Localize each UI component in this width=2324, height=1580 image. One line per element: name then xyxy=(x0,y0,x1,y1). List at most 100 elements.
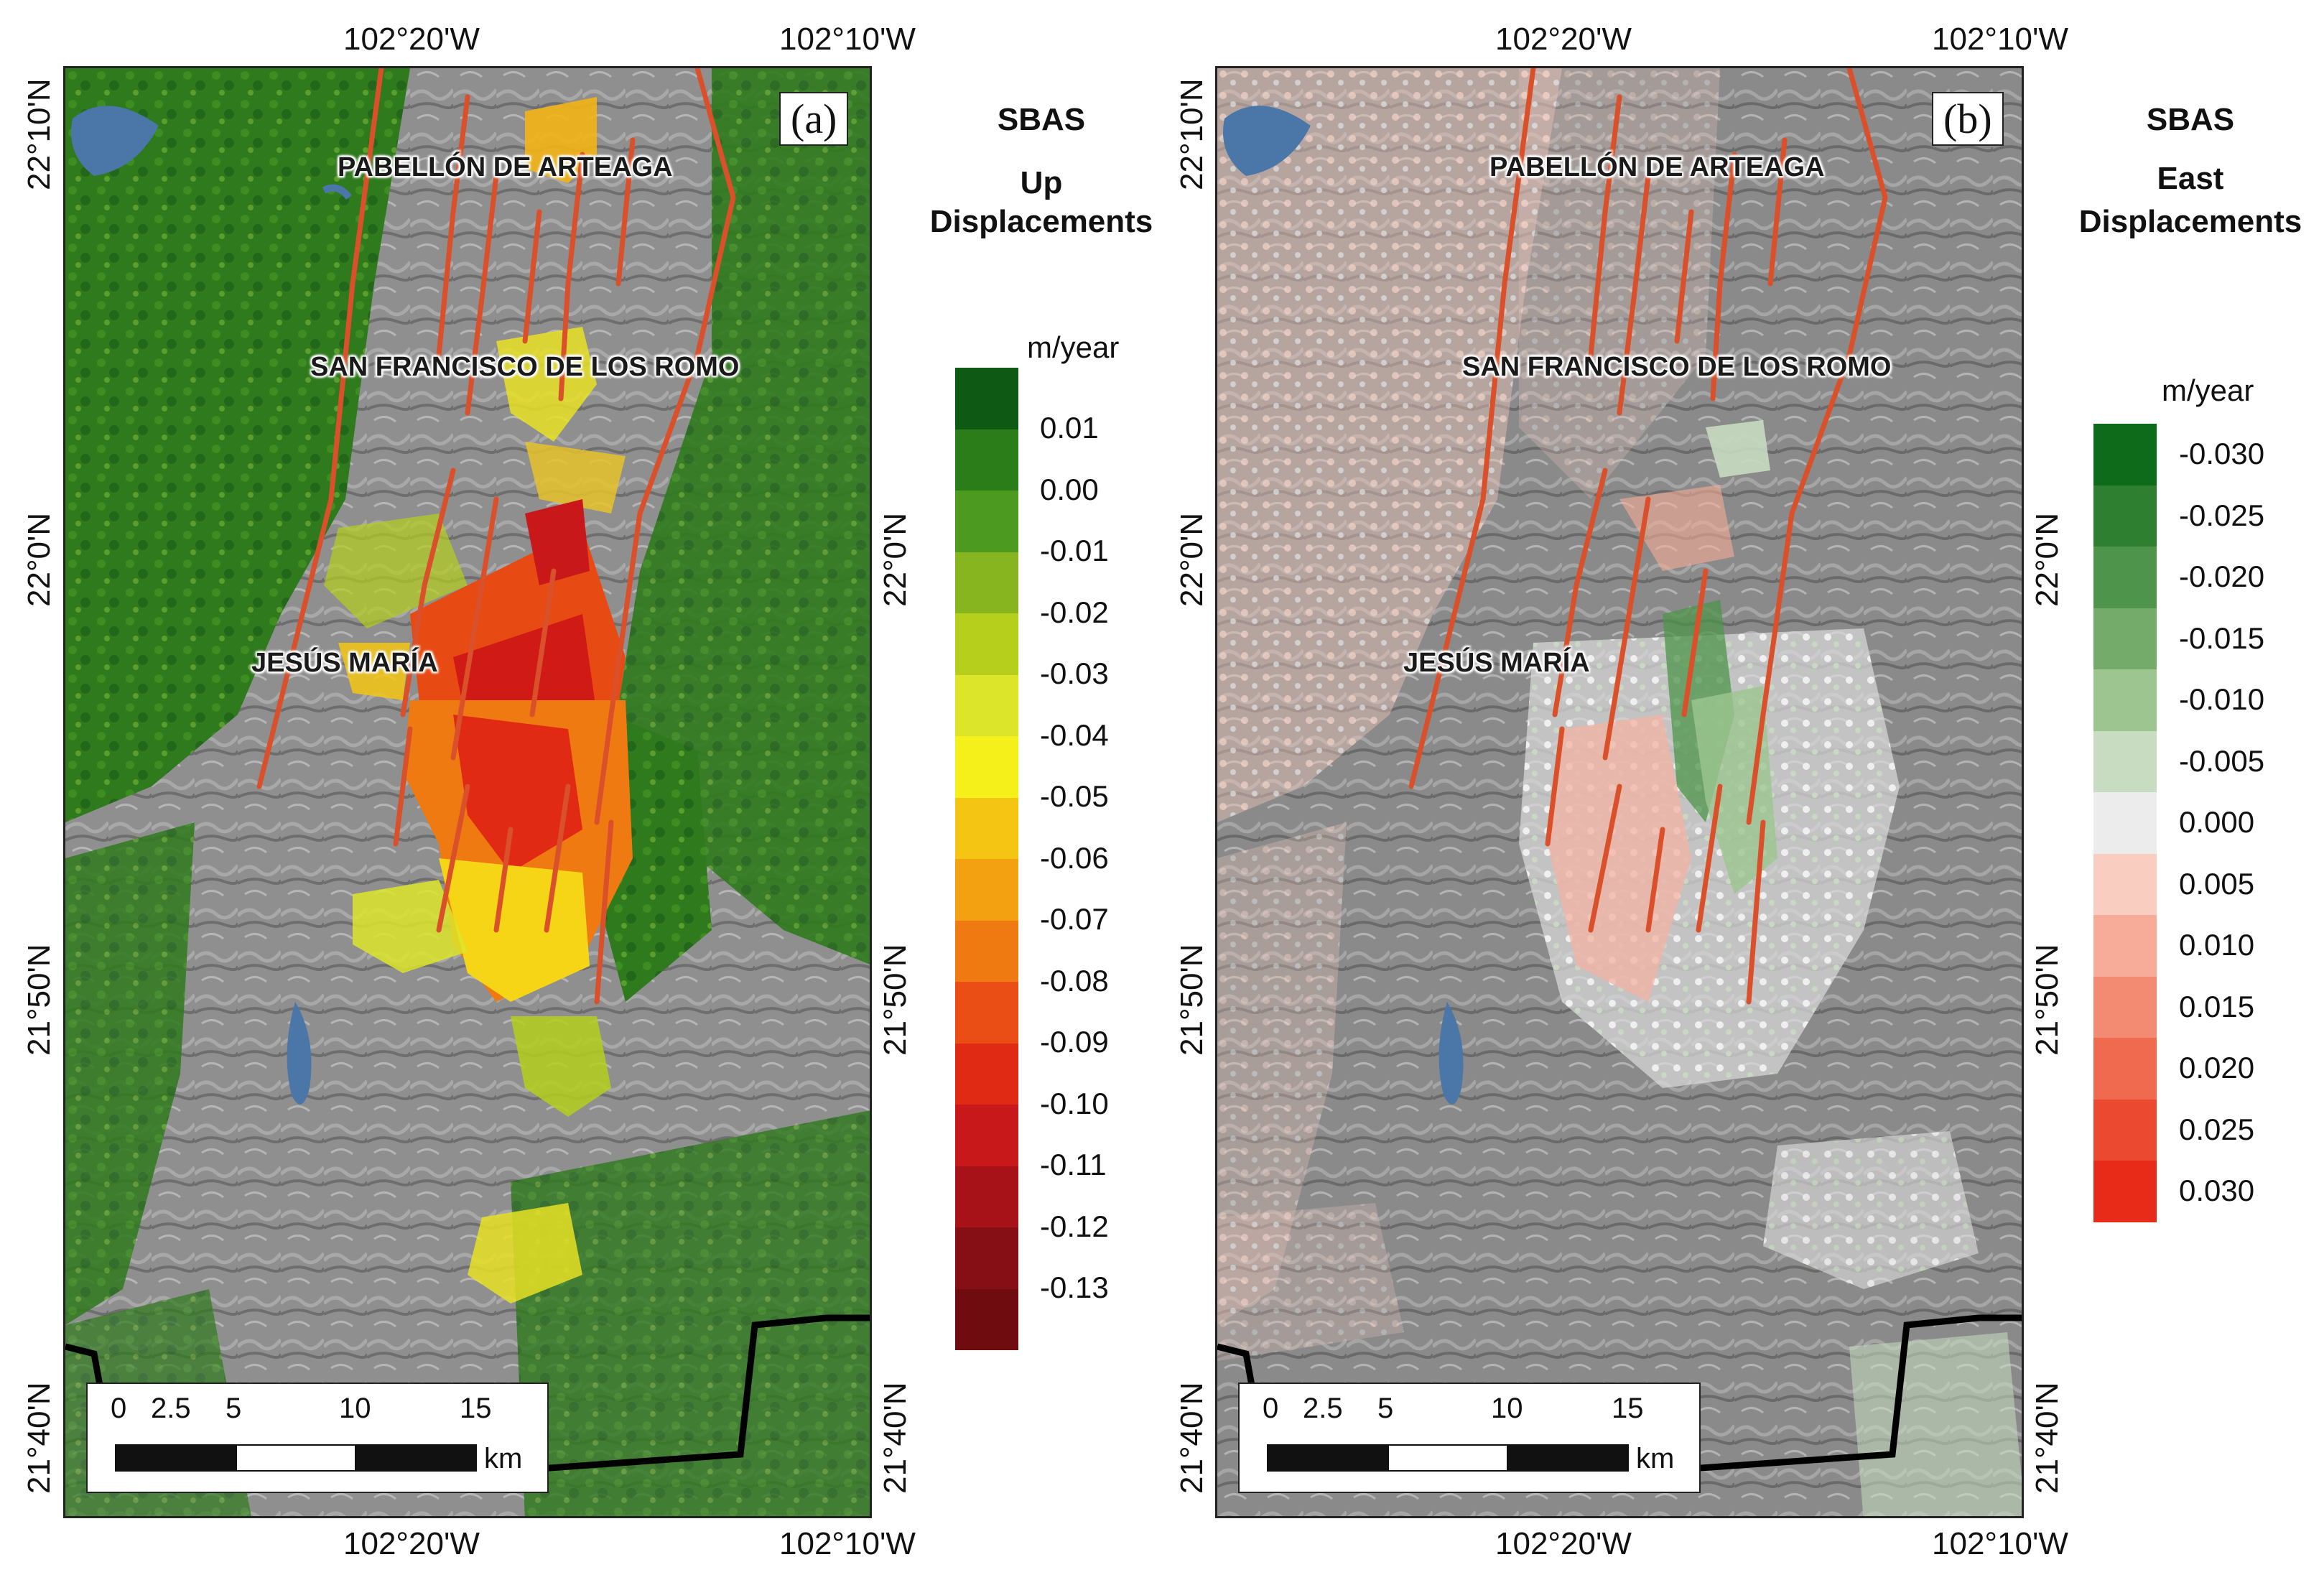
legend-b-swatch-7 xyxy=(2093,853,2157,915)
scale-label-5-b: 5 xyxy=(1377,1393,1394,1424)
lon-label-top-left: 102°20'W xyxy=(343,22,480,57)
city-label-jesus-maria-b: JESÚS MARÍA xyxy=(1403,648,1590,678)
legend-a-tick-label: -0.02 xyxy=(1040,595,1109,629)
lon-label-top-right: 102°10'W xyxy=(779,22,916,57)
lat-label-left-22-10-b: 22°10'N xyxy=(1174,78,1209,190)
legend-a-swatch-4 xyxy=(955,613,1018,675)
scale-label-10-b: 10 xyxy=(1491,1393,1523,1424)
legend-a-swatch-2 xyxy=(955,491,1018,552)
map-b-graphic xyxy=(1217,68,2022,1516)
scale-unit-km: km xyxy=(484,1443,523,1474)
lat-label-left-21-40: 21°40'N xyxy=(22,1382,57,1494)
legend-a-swatch-11 xyxy=(955,1043,1018,1105)
lon-label-bottom-right: 102°10'W xyxy=(779,1526,916,1561)
lat-label-right-21-50: 21°50'N xyxy=(878,944,913,1056)
legend-units-a: m/year xyxy=(1027,330,1120,364)
legend-title-a-1: SBAS xyxy=(997,102,1086,137)
legend-b-tick-label: -0.025 xyxy=(2179,498,2265,532)
city-label-pabellon-a: PABELLÓN DE ARTEAGA xyxy=(338,152,673,182)
scale-seg-2 xyxy=(236,1444,356,1472)
legend-a-tick-label: -0.11 xyxy=(1040,1148,1107,1181)
lon-label-bottom-left-b: 102°20'W xyxy=(1495,1526,1632,1561)
city-label-san-francisco-a: SAN FRANCISCO DE LOS ROMO xyxy=(310,352,740,382)
legend-b-swatch-1 xyxy=(2093,485,2157,547)
lat-label-left-21-50: 21°50'N xyxy=(22,944,57,1056)
legend-a-tick-label: -0.09 xyxy=(1040,1025,1109,1059)
scale-unit-km-b: km xyxy=(1636,1443,1675,1474)
legend-b-tick-label: -0.030 xyxy=(2179,437,2265,470)
legend-title-b-2: East xyxy=(2157,161,2224,196)
legend-b-swatch-10 xyxy=(2093,1038,2157,1100)
legend-a-swatch-3 xyxy=(955,552,1018,613)
legend-b-swatch-9 xyxy=(2093,976,2157,1038)
legend-b-swatch-4 xyxy=(2093,669,2157,731)
legend-a-swatch-9 xyxy=(955,920,1018,982)
legend-title-a-3: Displacements xyxy=(929,204,1153,239)
map-frame-b xyxy=(1215,66,2024,1518)
legend-a-tick-label: -0.12 xyxy=(1040,1209,1109,1243)
legend-b-tick-label: 0.010 xyxy=(2179,928,2255,962)
scale-seg-2-b xyxy=(1388,1444,1508,1472)
panel-label-b: (b) xyxy=(1932,92,2004,146)
legend-a-tick-label: -0.08 xyxy=(1040,963,1109,998)
legend-a-swatch-10 xyxy=(955,982,1018,1044)
lon-label-top-right-b: 102°10'W xyxy=(1932,22,2068,57)
scale-label-15-b: 15 xyxy=(1612,1393,1644,1424)
legend-a-tick-label: -0.13 xyxy=(1040,1270,1109,1304)
legend-a-tick-label: -0.07 xyxy=(1040,902,1109,936)
panel-label-a: (a) xyxy=(779,92,849,146)
lat-label-left-22-0: 22°0'N xyxy=(22,512,57,607)
legend-a-swatch-6 xyxy=(955,736,1018,798)
scale-seg-1-b xyxy=(1267,1444,1388,1472)
scale-label-2-5: 2.5 xyxy=(151,1393,191,1424)
legend-b-tick-label: -0.010 xyxy=(2179,682,2265,716)
lat-label-left-22-0-b: 22°0'N xyxy=(1174,512,1209,607)
lon-label-bottom-left: 102°20'W xyxy=(343,1526,480,1561)
legend-a-tick-label: 0.01 xyxy=(1040,411,1099,445)
legend-a-swatch-8 xyxy=(955,859,1018,921)
legend-b-swatch-5 xyxy=(2093,730,2157,792)
legend-a-tick-label: -0.10 xyxy=(1040,1086,1109,1120)
legend-b-tick-label: -0.005 xyxy=(2179,743,2265,778)
lat-label-left-21-50-b: 21°50'N xyxy=(1174,944,1209,1056)
legend-b-tick-label: 0.000 xyxy=(2179,805,2255,839)
city-label-pabellon-b: PABELLÓN DE ARTEAGA xyxy=(1489,152,1825,182)
scale-seg-3-b xyxy=(1508,1444,1629,1472)
legend-b-swatch-2 xyxy=(2093,547,2157,608)
legend-a-swatch-5 xyxy=(955,674,1018,736)
scale-label-0-b: 0 xyxy=(1263,1393,1279,1424)
legend-a-swatch-15 xyxy=(955,1288,1018,1350)
legend-a-tick-label: -0.03 xyxy=(1040,656,1109,690)
legend-title-b-1: SBAS xyxy=(2146,102,2235,137)
map-frame-a xyxy=(63,66,872,1518)
legend-a-swatch-7 xyxy=(955,797,1018,859)
legend-a-tick-label: -0.04 xyxy=(1040,717,1109,752)
legend-units-b: m/year xyxy=(2162,373,2254,407)
scale-label-10: 10 xyxy=(339,1393,371,1424)
lat-label-right-21-40-b: 21°40'N xyxy=(2030,1382,2065,1494)
legend-title-b-3: Displacements xyxy=(2078,204,2302,239)
legend-b-tick-label: 0.005 xyxy=(2179,866,2255,901)
lat-label-left-21-40-b: 21°40'N xyxy=(1174,1382,1209,1494)
legend-b-swatch-0 xyxy=(2093,424,2157,485)
legend-a-tick-label: -0.05 xyxy=(1040,779,1109,813)
legend-b-swatch-11 xyxy=(2093,1099,2157,1161)
legend-b-swatch-6 xyxy=(2093,792,2157,854)
map-a-graphic xyxy=(65,68,870,1516)
legend-a-swatch-0 xyxy=(955,368,1018,429)
legend-b-swatch-12 xyxy=(2093,1161,2157,1222)
legend-a-tick-label: -0.06 xyxy=(1040,840,1109,875)
legend-a-swatch-13 xyxy=(955,1166,1018,1227)
legend-a-tick-label: 0.00 xyxy=(1040,472,1099,506)
lon-label-top-left-b: 102°20'W xyxy=(1495,22,1632,57)
city-label-jesus-maria-a: JESÚS MARÍA xyxy=(251,648,438,678)
scale-label-15: 15 xyxy=(460,1393,492,1424)
legend-b-tick-label: -0.015 xyxy=(2179,621,2265,655)
scale-bar-b: 0 2.5 5 10 15 km xyxy=(1238,1382,1701,1493)
legend-b-tick-label: 0.020 xyxy=(2179,1051,2255,1084)
lat-label-right-22-0-b: 22°0'N xyxy=(2030,512,2065,607)
legend-b-tick-label: 0.025 xyxy=(2179,1112,2255,1146)
lat-label-left-22-10: 22°10'N xyxy=(22,78,57,190)
lat-label-right-22-0: 22°0'N xyxy=(878,512,913,607)
scale-label-5: 5 xyxy=(226,1393,242,1424)
